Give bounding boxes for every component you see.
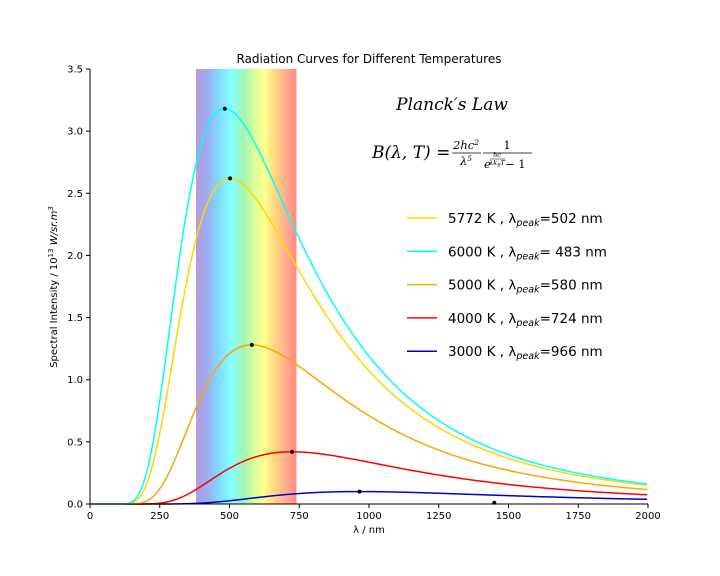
y-axis-label-exp: 13 [47,248,55,257]
y-tick-label: 1.0 [67,375,83,386]
peak-point-3000K [357,489,362,494]
legend-sub: peak [515,318,540,329]
legend-sub: peak [515,351,540,362]
y-tick-label: 3.5 [67,65,83,76]
x-tick-label: 1750 [566,511,591,522]
formula-one: 1 [503,138,510,152]
legend-entry-5772K: 5772 K , λpeak=502 nm [448,211,603,229]
x-tick-label: 1250 [426,511,451,522]
formula-fraction-denominator: λ5 [459,154,472,168]
series-line-4000K [90,451,648,505]
x-axis-label: λ / nm [353,525,385,536]
formula-exp-den: λkBT [488,159,505,169]
legend-temp: 4000 [448,311,482,327]
visible-spectrum-band [196,69,297,504]
legend-temp: 5000 [448,278,482,294]
peak-point-5000K [249,342,254,347]
legend-peak-text: =966 nm [540,344,603,360]
formula-e: e [484,157,491,171]
formula-lhs: B(λ, T) = [371,143,450,163]
series-line-6000K [90,108,648,505]
series-line-3000K [90,490,648,505]
legend-peak-text: =724 nm [540,311,603,327]
x-tick-label: 750 [290,511,309,522]
formula-fraction-numerator: 2hc2 [452,138,479,152]
formula-exp-den-main: λk [488,159,497,167]
legend-entry-4000K: 4000 K , λpeak=724 nm [448,311,603,329]
y-tick-label: 1.5 [67,313,83,324]
x-tick-label: 2000 [635,511,660,522]
legend-unit: K , λ [482,278,516,294]
planck-law-title: Planck′s Law [395,95,508,115]
y-tick-label: 2.0 [67,251,83,262]
y-axis-label: Spectral Intensity / 1013 W/sr.m3 [47,206,60,368]
x-tick-label: 0 [87,511,93,522]
formula-num: 2hc [452,138,475,152]
series-layer [90,108,648,505]
y-tick-label: 3.0 [67,127,83,138]
formula-num-exp: 2 [473,138,479,147]
legend-unit: K , λ [482,311,516,327]
peak-point-5772K [228,176,233,181]
series-line-5772K [90,177,648,505]
peak-point-6000K [222,106,227,111]
series-line-5000K [90,344,648,505]
legend-sub: peak [515,251,540,262]
formula-den-exp: 5 [467,154,472,163]
y-tick-label: 0.5 [67,437,83,448]
legend-peak-text: =580 nm [540,278,603,294]
plot-area [90,69,648,505]
formula-den: λ [459,154,467,168]
formula-exp-num: hc [493,151,501,159]
y-axis-label-main: Spectral Intensity / 10 [49,257,60,367]
x-tick-label: 1000 [356,511,381,522]
legend-peak-text: = 483 nm [540,244,607,260]
legend-temp: 5772 [448,211,482,227]
y-tick-label: 0.0 [67,500,83,511]
law-title-rest: s Law [458,95,509,115]
y-ticks: 0.0 0.5 1.0 1.5 2.0 2.5 3.0 3.5 [67,65,90,511]
x-tick-label: 500 [220,511,239,522]
y-axis-label-unit: W/sr.m [49,210,60,248]
law-title-main: Planck [395,95,454,115]
law-title-prime: ′ [454,95,458,115]
x-tick-label: 250 [150,511,169,522]
y-tick-label: 2.5 [67,189,83,200]
x-ticks: 0 250 500 750 1000 1250 1500 1750 2000 [87,504,661,522]
formula-minus-one: − 1 [505,157,526,171]
legend-entry-6000K: 6000 K , λpeak= 483 nm [448,244,607,262]
planck-formula: B(λ, T) = 2hc2 λ5 1 e hc λkBT − 1 [371,138,532,171]
formula-exp-den-t: T [501,159,506,167]
y-axis-label-unit-exp: 3 [47,206,55,210]
legend-peak-text: =502 nm [540,211,603,227]
formula-exp-den-sub: B [496,163,501,169]
x-tick-label: 1500 [496,511,521,522]
legend-unit: K , λ [482,244,516,260]
legend-entry-5000K: 5000 K , λpeak=580 nm [448,278,603,296]
legend-temp: 3000 [448,344,482,360]
legend-entry-3000K: 3000 K , λpeak=966 nm [448,344,603,362]
legend-sub: peak [515,285,540,296]
chart-title: Radiation Curves for Different Temperatu… [237,52,502,66]
legend-sub: peak [515,218,540,229]
legend-unit: K , λ [482,344,516,360]
peak-point-4000K [289,449,294,454]
legend-temp: 6000 [448,244,482,260]
legend-unit: K , λ [482,211,516,227]
